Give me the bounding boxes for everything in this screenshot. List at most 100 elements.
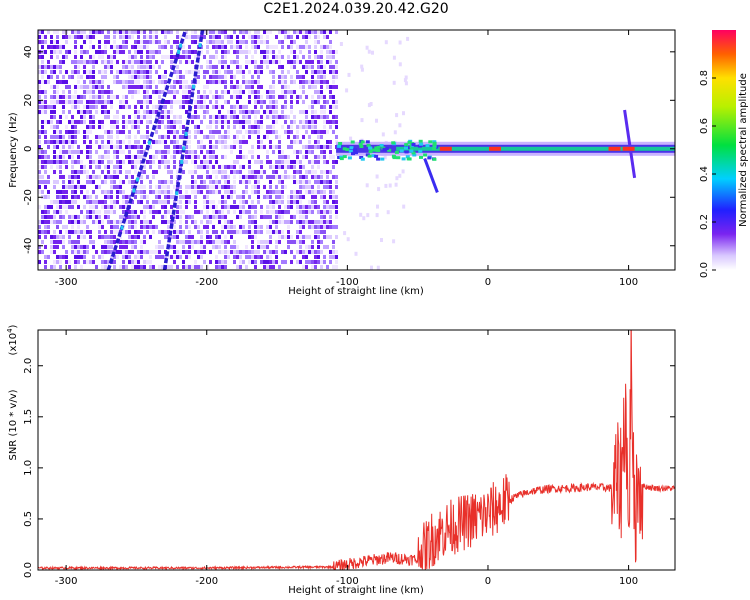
- heatmap-cell: [239, 230, 242, 234]
- heatmap-cell: [323, 70, 326, 74]
- heatmap-cell: [212, 190, 215, 194]
- heatmap-cell: [218, 265, 221, 269]
- heatmap-cell: [272, 85, 275, 89]
- heatmap-cell: [308, 260, 311, 264]
- heatmap-cell: [134, 195, 137, 199]
- heatmap-cell: [134, 160, 137, 164]
- heatmap-cell: [329, 260, 332, 264]
- heatmap-cell: [101, 120, 104, 124]
- heatmap-cell: [206, 70, 209, 74]
- heatmap-cell: [77, 145, 80, 149]
- heatmap-cell: [245, 30, 248, 34]
- heatmap-cell: [116, 150, 119, 154]
- heatmap-cell: [116, 110, 119, 114]
- heatmap-cell: [200, 145, 203, 149]
- heatmap-cell: [146, 75, 149, 79]
- heatmap-cell: [299, 195, 302, 199]
- heatmap-cell: [251, 55, 254, 59]
- heatmap-cell: [50, 55, 53, 59]
- heatmap-cell: [107, 220, 110, 224]
- heatmap-cell: [209, 80, 212, 84]
- heatmap-cell: [152, 210, 155, 214]
- heatmap-cell: [185, 145, 188, 149]
- heatmap-cell: [71, 170, 74, 174]
- heatmap-cell: [65, 230, 68, 234]
- heatmap-cell: [293, 60, 296, 64]
- heatmap-cell: [116, 220, 119, 224]
- heatmap-cell: [134, 60, 137, 64]
- heatmap-cell: [401, 157, 406, 161]
- heatmap-cell: [326, 130, 329, 134]
- heatmap-cell: [107, 60, 110, 64]
- heatmap-cell: [68, 110, 71, 114]
- heatmap-cell: [53, 245, 56, 249]
- heatmap-cell: [140, 65, 143, 69]
- heatmap-cell: [182, 45, 185, 49]
- heatmap-cell: [167, 135, 170, 139]
- heatmap-cell: [251, 75, 254, 79]
- heatmap-cell: [320, 115, 323, 119]
- heatmap-cell: [101, 55, 104, 59]
- heatmap-cell: [155, 245, 158, 249]
- heatmap-cell: [206, 95, 209, 99]
- heatmap-cell: [158, 40, 161, 44]
- heatmap-cell: [290, 45, 293, 49]
- heatmap-cell: [59, 210, 62, 214]
- heatmap-cell: [170, 245, 173, 249]
- heatmap-cell: [155, 30, 158, 34]
- heatmap-cell: [308, 105, 311, 109]
- heatmap-cell: [320, 65, 323, 69]
- heatmap-cell: [44, 230, 47, 234]
- heatmap-cell: [83, 235, 86, 239]
- heatmap-cell: [110, 250, 113, 254]
- heatmap-cell: [74, 30, 77, 34]
- y-tick-label: -40: [23, 238, 34, 254]
- heatmap-cell: [203, 215, 206, 219]
- heatmap-cell: [302, 155, 305, 159]
- heatmap-cell: [212, 230, 215, 234]
- heatmap-cell: [266, 245, 269, 249]
- heatmap-cell: [50, 240, 53, 244]
- heatmap-cell: [38, 35, 41, 39]
- heatmap-cell: [248, 205, 251, 209]
- heatmap-cell: [299, 140, 302, 144]
- heatmap-cell: [116, 200, 119, 204]
- heatmap-cell: [89, 55, 92, 59]
- heatmap-cell: [98, 100, 101, 104]
- heatmap-cell: [209, 100, 212, 104]
- heatmap-cell: [122, 200, 125, 204]
- heatmap-cell: [348, 149, 353, 153]
- heatmap-cell: [266, 265, 269, 269]
- heatmap-cell: [86, 105, 89, 109]
- heatmap-cell: [86, 125, 89, 129]
- heatmap-cell: [233, 245, 236, 249]
- heatmap-cell: [182, 125, 185, 129]
- heatmap-cell: [164, 30, 167, 34]
- heatmap-cell: [260, 125, 263, 129]
- heatmap-cell: [128, 70, 131, 74]
- heatmap-cell: [161, 230, 164, 234]
- heatmap-cell: [275, 245, 278, 249]
- heatmap-cell: [92, 180, 95, 184]
- heatmap-cell: [215, 90, 218, 94]
- heatmap-cell: [176, 40, 179, 44]
- heatmap-cell: [86, 50, 89, 54]
- heatmap-cell: [128, 105, 131, 109]
- heatmap-cell: [98, 90, 101, 94]
- heatmap-cell: [293, 65, 296, 69]
- heatmap-cell: [110, 135, 113, 139]
- heatmap-cell: [257, 255, 260, 259]
- heatmap-cell: [95, 165, 98, 169]
- heatmap-cell: [278, 155, 281, 159]
- heatmap-cell: [284, 75, 287, 79]
- heatmap-cell: [53, 70, 56, 74]
- heatmap-cell: [371, 50, 374, 55]
- heatmap-cell: [77, 30, 80, 34]
- heatmap-cell: [224, 225, 227, 229]
- heatmap-cell: [335, 260, 338, 264]
- heatmap-cell: [140, 135, 143, 139]
- heatmap-cell: [200, 175, 203, 179]
- heatmap-cell: [197, 230, 200, 234]
- heatmap-cell: [203, 155, 206, 159]
- heatmap-cell: [320, 265, 323, 269]
